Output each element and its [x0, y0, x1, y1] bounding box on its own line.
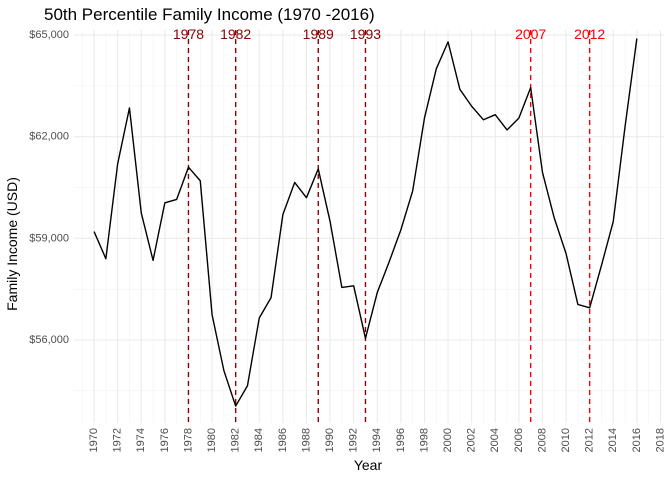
data-point — [494, 113, 496, 115]
x-tick-label: 2002 — [466, 428, 478, 452]
x-tick-label: 1984 — [253, 428, 265, 452]
x-tick-label: 2008 — [536, 428, 548, 452]
data-point — [470, 105, 472, 107]
data-point — [164, 202, 166, 204]
data-point — [518, 117, 520, 119]
x-tick-label: 1988 — [300, 428, 312, 452]
x-tick-label: 1974 — [135, 428, 147, 452]
data-point — [423, 117, 425, 119]
y-tick-label: $56,000 — [29, 334, 69, 346]
data-point — [187, 166, 189, 168]
data-point — [600, 264, 602, 266]
x-tick-label: 1986 — [277, 428, 289, 452]
y-tick-label: $62,000 — [29, 131, 69, 143]
x-tick-label: 2016 — [631, 428, 643, 452]
x-tick-label: 1990 — [324, 428, 336, 452]
x-tick-label: 2004 — [489, 428, 501, 452]
data-point — [211, 313, 213, 315]
x-tick-label: 2018 — [654, 428, 666, 452]
x-tick-label: 1996 — [395, 428, 407, 452]
axis-layer: 1970 1972 1974 1976 1978 1980 1982 1984 1986 1988… — [29, 29, 666, 452]
y-tick-label: $65,000 — [29, 29, 69, 41]
grid-layer — [74, 30, 664, 423]
x-tick-label: 1994 — [371, 428, 383, 452]
vline-label-2007: 2007 — [515, 26, 546, 42]
data-point — [329, 220, 331, 222]
data-point — [341, 286, 343, 288]
data-point — [565, 252, 567, 254]
data-point — [553, 217, 555, 219]
data-point — [128, 107, 130, 109]
x-tick-label: 1982 — [230, 428, 242, 452]
y-tick-label: $59,000 — [29, 232, 69, 244]
x-tick-label: 1978 — [182, 428, 194, 452]
x-tick-label: 2012 — [584, 428, 596, 452]
data-point — [541, 171, 543, 173]
data-point — [223, 369, 225, 371]
data-point — [317, 168, 319, 170]
x-tick-label: 1976 — [159, 428, 171, 452]
x-axis-title: Year — [354, 457, 383, 473]
data-point — [459, 88, 461, 90]
data-point — [199, 180, 201, 182]
data-point — [435, 68, 437, 70]
x-tick-label: 1980 — [206, 428, 218, 452]
data-point — [400, 229, 402, 231]
data-point — [140, 212, 142, 214]
x-tick-label: 2006 — [513, 428, 525, 452]
data-point — [376, 291, 378, 293]
data-point — [529, 86, 531, 88]
data-point — [246, 385, 248, 387]
data-point — [447, 41, 449, 43]
y-axis-title: Family Income (USD) — [4, 177, 20, 311]
data-point — [270, 296, 272, 298]
data-point — [624, 125, 626, 127]
data-point — [364, 337, 366, 339]
data-point — [305, 197, 307, 199]
vline-label-1993: 1993 — [350, 26, 381, 42]
vline-label-1989: 1989 — [303, 26, 334, 42]
data-point — [258, 317, 260, 319]
data-point — [282, 213, 284, 215]
data-point — [175, 198, 177, 200]
series-line-0 — [93, 38, 638, 407]
vline-label-2012: 2012 — [574, 26, 605, 42]
data-point — [411, 190, 413, 192]
data-point — [636, 37, 638, 39]
data-point — [482, 119, 484, 121]
chart-title: 50th Percentile Family Income (1970 -201… — [44, 5, 375, 24]
x-tick-label: 2014 — [607, 428, 619, 452]
data-point — [116, 163, 118, 165]
data-point — [234, 405, 236, 407]
vline-label-1982: 1982 — [220, 26, 251, 42]
data-point — [93, 230, 95, 232]
data-point — [506, 129, 508, 131]
x-tick-label: 2000 — [442, 428, 454, 452]
vertical-reference-lines: 1978 1982 1989 1993 2007 2012 — [173, 26, 605, 423]
vline-label-1978: 1978 — [173, 26, 204, 42]
data-point — [612, 220, 614, 222]
x-tick-label: 1972 — [112, 428, 124, 452]
data-point — [352, 285, 354, 287]
data-point — [388, 261, 390, 263]
x-tick-label: 1970 — [88, 428, 100, 452]
x-tick-label: 1998 — [418, 428, 430, 452]
data-point — [152, 259, 154, 261]
x-tick-label: 2010 — [560, 428, 572, 452]
data-point — [577, 303, 579, 305]
series-layer — [93, 37, 638, 407]
data-point — [293, 181, 295, 183]
x-tick-label: 1992 — [348, 428, 360, 452]
data-point — [588, 307, 590, 309]
data-point — [105, 257, 107, 259]
